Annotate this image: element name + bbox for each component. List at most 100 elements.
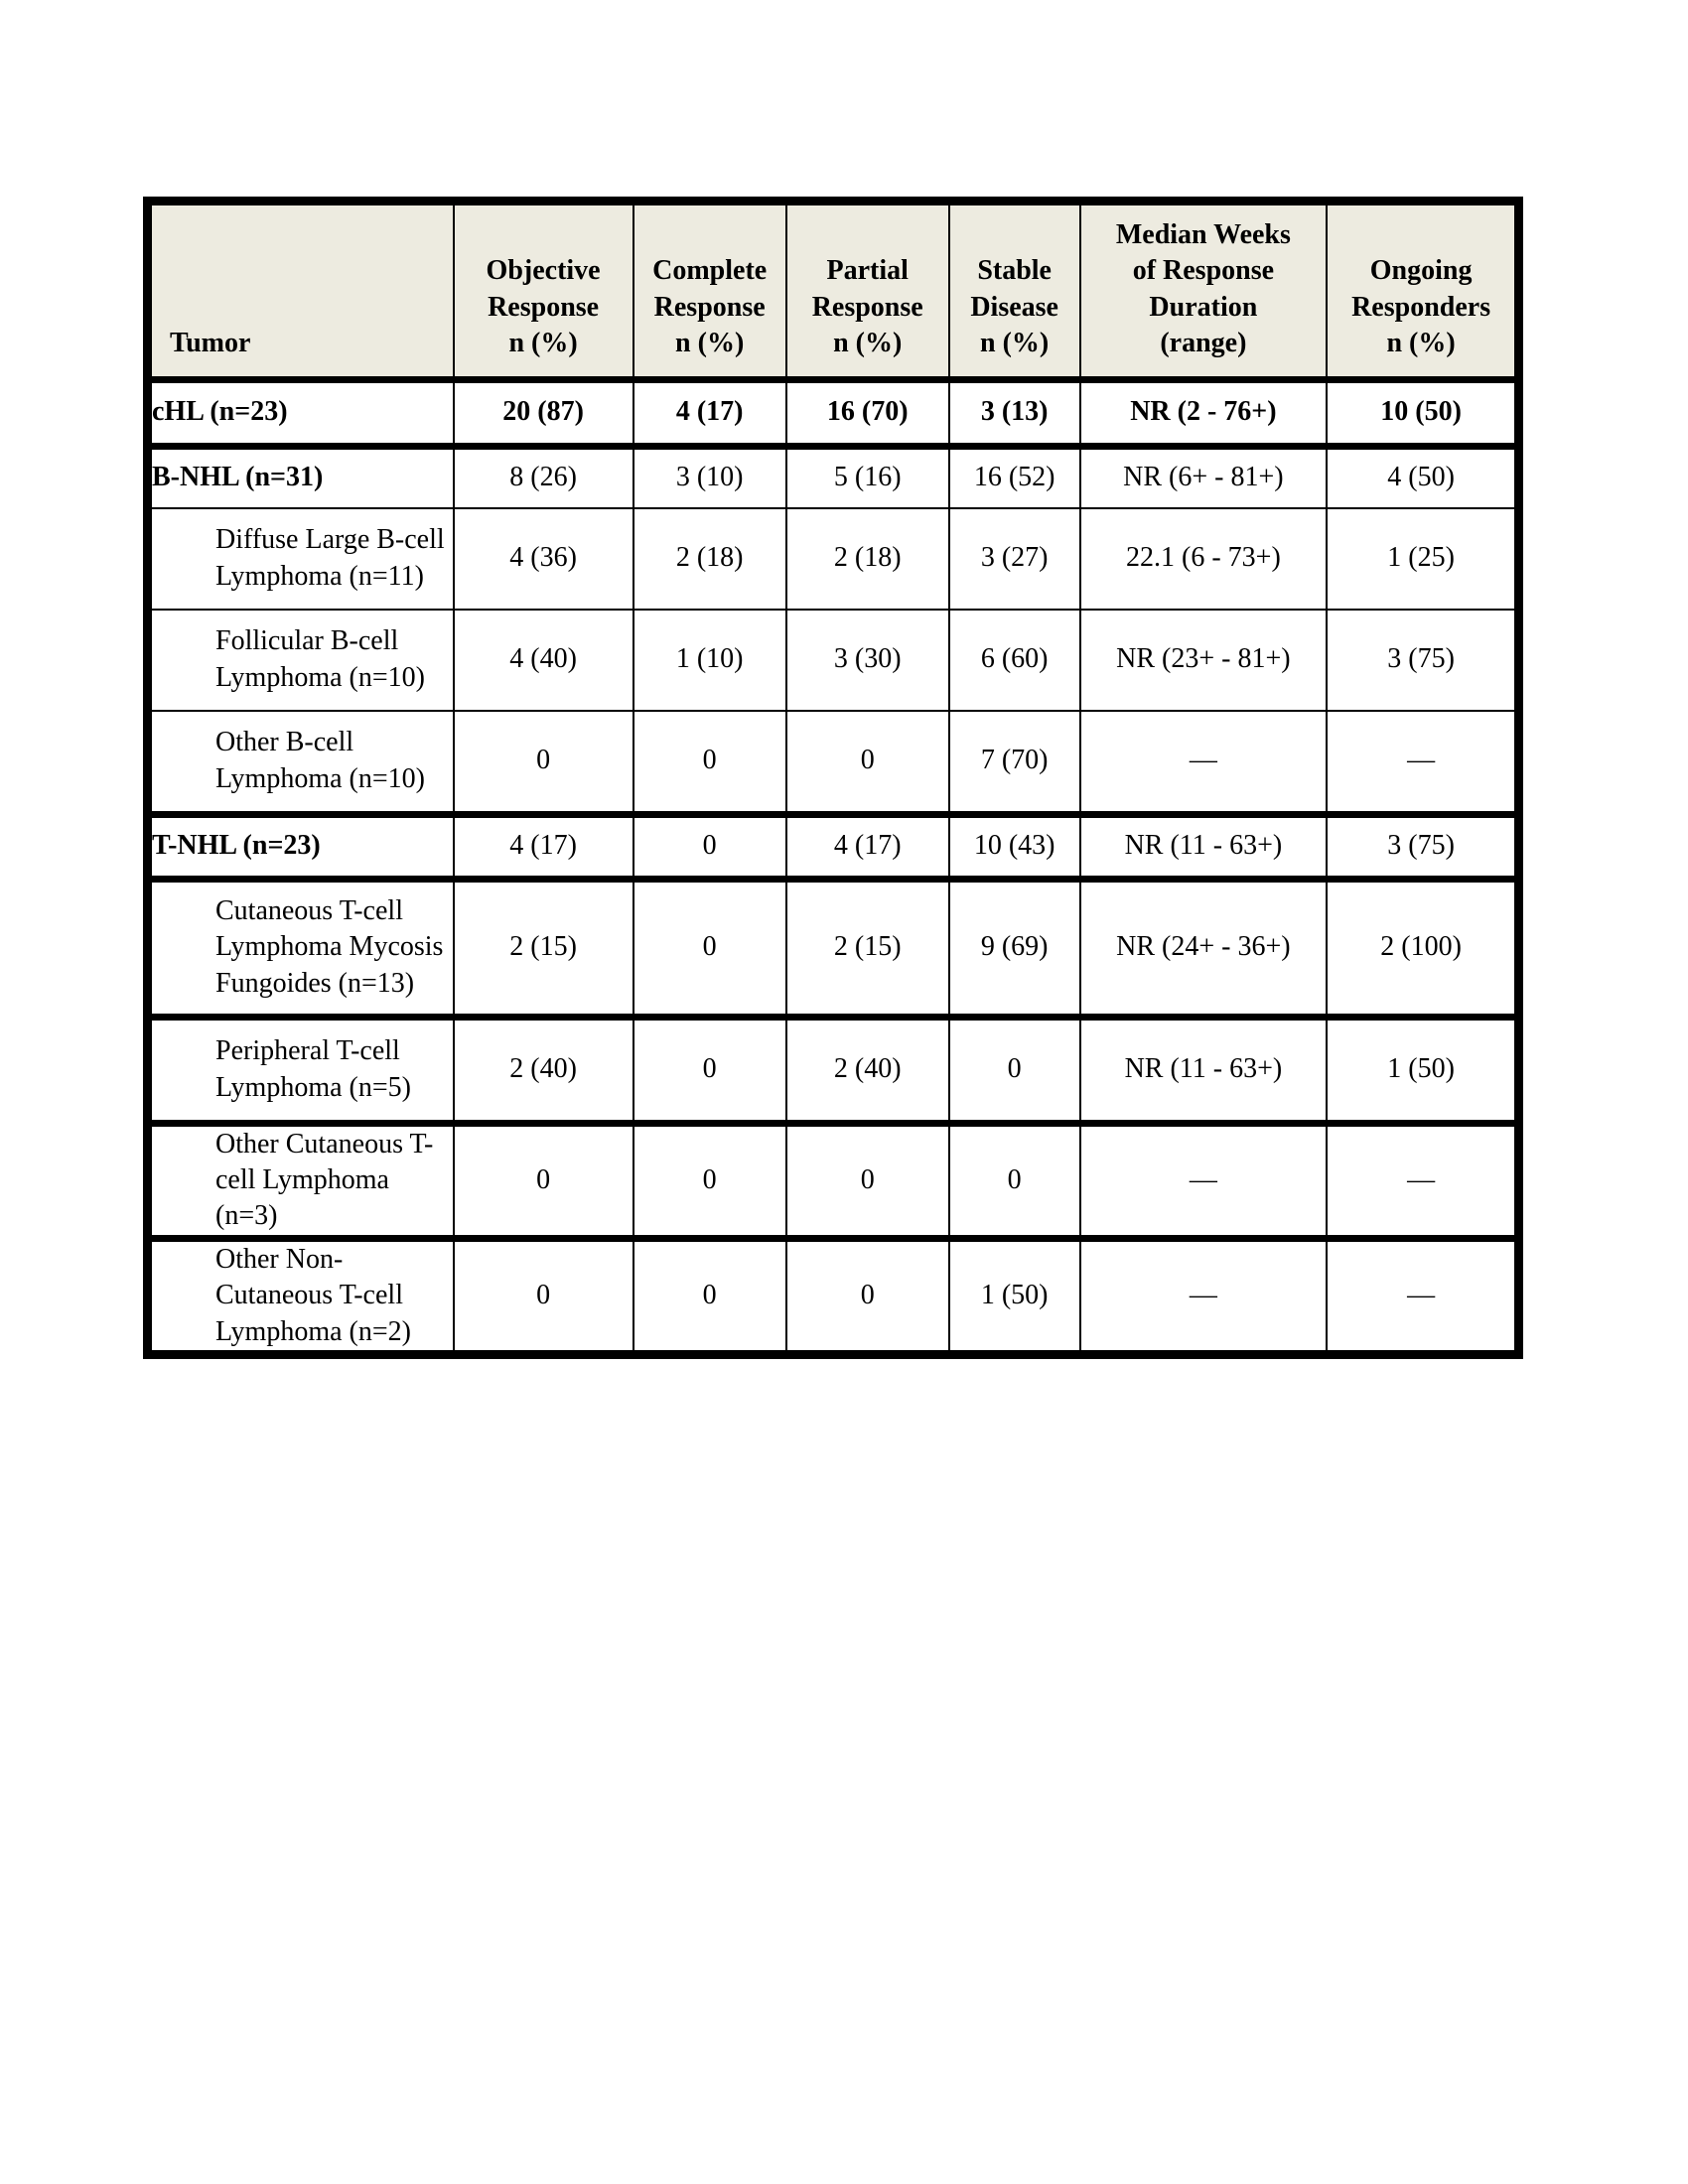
cell-other-b-cell-stable-disease: 7 (70) — [947, 709, 1081, 816]
column-header-ongoing-responders: Ongoing Responders n (%) — [1326, 200, 1520, 383]
table-header: Tumor Objective Response n (%) Complete … — [146, 200, 1520, 383]
column-header-stable-disease-line-2: Disease — [970, 291, 1058, 323]
cell-chl-ongoing-responders: 10 (50) — [1326, 375, 1520, 448]
table-row: Cutaneous T-cell Lymphoma Mycosis Fungoi… — [146, 875, 1520, 1019]
cell-dlbcl-ongoing-responders: 1 (25) — [1326, 506, 1520, 611]
column-header-median-weeks-duration-line-4: (range) — [1160, 328, 1247, 359]
table-row: Other Non-Cutaneous T-cell Lymphoma (n=2… — [146, 1234, 1520, 1356]
column-header-stable-disease-line-1: Stable — [977, 255, 1052, 287]
table-row: Other B-cell Lymphoma (n=10) 0 0 0 7 (70… — [146, 709, 1520, 816]
column-header-ongoing-responders-line-2: Responders — [1351, 291, 1491, 323]
row-label-other-cutaneous-t-cell-lymphoma: Other Cutaneous T-cell Lymphoma (n=3) — [146, 1119, 455, 1240]
cell-dlbcl-stable-disease: 3 (27) — [947, 506, 1081, 611]
cell-b-nhl-stable-disease: 16 (52) — [947, 442, 1081, 509]
cell-other-non-ctcl-stable-disease: 1 (50) — [947, 1234, 1081, 1356]
cell-follicular-partial-response: 3 (30) — [784, 608, 950, 712]
cell-other-ctcl-median-weeks-duration: — — [1078, 1119, 1329, 1240]
cell-ctcl-objective-response: 2 (15) — [452, 875, 634, 1019]
column-header-median-weeks-duration: Median Weeks of Response Duration (range… — [1078, 200, 1329, 383]
cell-other-b-cell-median-weeks-duration: — — [1078, 709, 1329, 816]
cell-ptcl-objective-response: 2 (40) — [452, 1013, 634, 1125]
column-header-partial-response: Partial Response n (%) — [784, 200, 950, 383]
table-row: Peripheral T-cell Lymphoma (n=5) 2 (40) … — [146, 1013, 1520, 1125]
column-header-complete-response-line-2: Response — [653, 291, 766, 323]
cell-chl-complete-response: 4 (17) — [632, 375, 787, 448]
cell-t-nhl-median-weeks-duration: NR (11 - 63+) — [1078, 810, 1329, 881]
row-label-diffuse-large-b-cell-lymphoma: Diffuse Large B-cell Lymphoma (n=11) — [146, 506, 455, 611]
cell-b-nhl-partial-response: 5 (16) — [784, 442, 950, 509]
cell-chl-median-weeks-duration: NR (2 - 76+) — [1078, 375, 1329, 448]
cell-b-nhl-median-weeks-duration: NR (6+ - 81+) — [1078, 442, 1329, 509]
cell-t-nhl-ongoing-responders: 3 (75) — [1326, 810, 1520, 881]
tumor-response-table: Tumor Objective Response n (%) Complete … — [143, 197, 1523, 1359]
cell-dlbcl-complete-response: 2 (18) — [632, 506, 787, 611]
cell-dlbcl-partial-response: 2 (18) — [784, 506, 950, 611]
row-label-t-nhl: T-NHL (n=23) — [146, 810, 455, 881]
cell-ctcl-median-weeks-duration: NR (24+ - 36+) — [1078, 875, 1329, 1019]
table-row: Diffuse Large B-cell Lymphoma (n=11) 4 (… — [146, 506, 1520, 611]
column-header-tumor: Tumor — [146, 200, 455, 383]
column-header-objective-response: Objective Response n (%) — [452, 200, 634, 383]
cell-other-ctcl-ongoing-responders: — — [1326, 1119, 1520, 1240]
column-header-complete-response-line-3: n (%) — [675, 328, 745, 359]
column-header-ongoing-responders-line-3: n (%) — [1386, 328, 1456, 359]
cell-t-nhl-stable-disease: 10 (43) — [947, 810, 1081, 881]
cell-other-b-cell-objective-response: 0 — [452, 709, 634, 816]
cell-follicular-objective-response: 4 (40) — [452, 608, 634, 712]
cell-chl-stable-disease: 3 (13) — [947, 375, 1081, 448]
column-header-objective-response-line-2: Response — [488, 291, 600, 323]
row-label-peripheral-t-cell-lymphoma: Peripheral T-cell Lymphoma (n=5) — [146, 1013, 455, 1125]
cell-other-b-cell-ongoing-responders: — — [1326, 709, 1520, 816]
cell-follicular-median-weeks-duration: NR (23+ - 81+) — [1078, 608, 1329, 712]
cell-t-nhl-objective-response: 4 (17) — [452, 810, 634, 881]
cell-b-nhl-ongoing-responders: 4 (50) — [1326, 442, 1520, 509]
cell-other-non-ctcl-complete-response: 0 — [632, 1234, 787, 1356]
table-row: Follicular B-cell Lymphoma (n=10) 4 (40)… — [146, 608, 1520, 712]
cell-ptcl-partial-response: 2 (40) — [784, 1013, 950, 1125]
cell-follicular-stable-disease: 6 (60) — [947, 608, 1081, 712]
column-header-stable-disease-line-3: n (%) — [980, 328, 1050, 359]
table-body: cHL (n=23) 20 (87) 4 (17) 16 (70) 3 (13)… — [146, 375, 1520, 1356]
cell-other-ctcl-stable-disease: 0 — [947, 1119, 1081, 1240]
cell-other-non-ctcl-median-weeks-duration: — — [1078, 1234, 1329, 1356]
cell-other-non-ctcl-ongoing-responders: — — [1326, 1234, 1520, 1356]
cell-t-nhl-partial-response: 4 (17) — [784, 810, 950, 881]
cell-b-nhl-complete-response: 3 (10) — [632, 442, 787, 509]
cell-ptcl-complete-response: 0 — [632, 1013, 787, 1125]
table-row: B-NHL (n=31) 8 (26) 3 (10) 5 (16) 16 (52… — [146, 442, 1520, 509]
row-label-other-b-cell-lymphoma: Other B-cell Lymphoma (n=10) — [146, 709, 455, 816]
column-header-median-weeks-duration-line-3: Duration — [1149, 291, 1258, 323]
cell-other-ctcl-objective-response: 0 — [452, 1119, 634, 1240]
table-row: T-NHL (n=23) 4 (17) 0 4 (17) 10 (43) NR … — [146, 810, 1520, 881]
column-header-tumor-line-1: Tumor — [170, 328, 251, 359]
cell-dlbcl-objective-response: 4 (36) — [452, 506, 634, 611]
column-header-ongoing-responders-line-1: Ongoing — [1369, 255, 1473, 287]
column-header-objective-response-line-3: n (%) — [508, 328, 578, 359]
table-row: Other Cutaneous T-cell Lymphoma (n=3) 0 … — [146, 1119, 1520, 1240]
column-header-complete-response-line-1: Complete — [652, 255, 768, 287]
column-header-partial-response-line-3: n (%) — [833, 328, 903, 359]
column-header-partial-response-line-1: Partial — [826, 255, 909, 287]
cell-follicular-ongoing-responders: 3 (75) — [1326, 608, 1520, 712]
cell-other-non-ctcl-objective-response: 0 — [452, 1234, 634, 1356]
cell-ptcl-median-weeks-duration: NR (11 - 63+) — [1078, 1013, 1329, 1125]
column-header-median-weeks-duration-line-1: Median Weeks — [1115, 219, 1291, 250]
cell-ptcl-stable-disease: 0 — [947, 1013, 1081, 1125]
cell-b-nhl-objective-response: 8 (26) — [452, 442, 634, 509]
column-header-stable-disease: Stable Disease n (%) — [947, 200, 1081, 383]
column-header-complete-response: Complete Response n (%) — [632, 200, 787, 383]
cell-ctcl-ongoing-responders: 2 (100) — [1326, 875, 1520, 1019]
row-label-other-non-cutaneous-t-cell-lymphoma: Other Non-Cutaneous T-cell Lymphoma (n=2… — [146, 1234, 455, 1356]
cell-ctcl-complete-response: 0 — [632, 875, 787, 1019]
column-header-median-weeks-duration-line-2: of Response — [1132, 255, 1275, 287]
cell-ctcl-partial-response: 2 (15) — [784, 875, 950, 1019]
response-results-table-container: Tumor Objective Response n (%) Complete … — [143, 197, 1523, 1359]
cell-other-ctcl-complete-response: 0 — [632, 1119, 787, 1240]
table-row: cHL (n=23) 20 (87) 4 (17) 16 (70) 3 (13)… — [146, 375, 1520, 448]
row-label-cutaneous-t-cell-lymphoma-mycosis-fungoides: Cutaneous T-cell Lymphoma Mycosis Fungoi… — [146, 875, 455, 1019]
row-label-chl: cHL (n=23) — [146, 375, 455, 448]
table-header-row: Tumor Objective Response n (%) Complete … — [146, 200, 1520, 383]
cell-other-ctcl-partial-response: 0 — [784, 1119, 950, 1240]
cell-dlbcl-median-weeks-duration: 22.1 (6 - 73+) — [1078, 506, 1329, 611]
